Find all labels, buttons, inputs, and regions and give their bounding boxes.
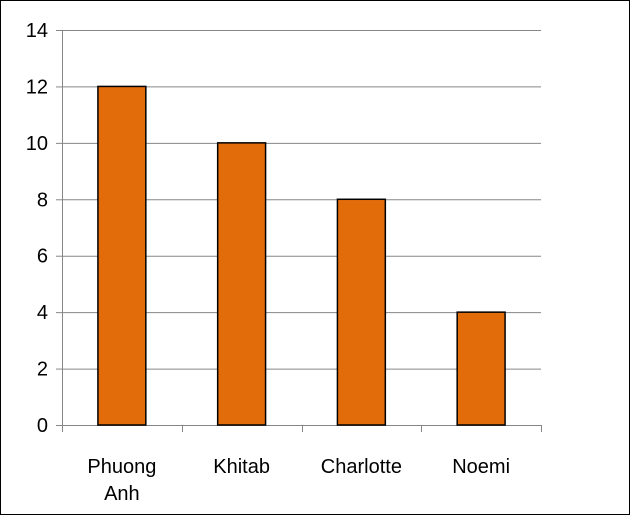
y-tick-label: 14: [26, 20, 48, 42]
bars: [97, 85, 506, 426]
bar-charlotte: [336, 198, 387, 426]
y-tick-label: 12: [26, 76, 48, 98]
bar-noemi: [456, 311, 506, 426]
x-tick-label: Charlotte: [321, 456, 402, 478]
x-tick-label: Khitab: [213, 456, 270, 478]
y-tick-label: 10: [26, 133, 48, 155]
x-tick-label: Phuong Anh: [87, 456, 156, 505]
y-tick-labels: 0 2 4 6 8 10 12 14: [26, 20, 48, 437]
y-tick-label: 4: [37, 302, 48, 324]
y-tick-label: 0: [37, 415, 48, 437]
x-tick-labels: Phuong Anh Khitab Charlotte Noemi: [87, 456, 510, 505]
y-tick-label: 2: [37, 359, 48, 381]
x-tick-label: Noemi: [452, 456, 510, 478]
y-tick-label: 8: [37, 189, 48, 211]
y-tick-label: 6: [37, 246, 48, 268]
bar-khitab: [216, 142, 267, 426]
bar-phuong-anh: [97, 85, 147, 426]
